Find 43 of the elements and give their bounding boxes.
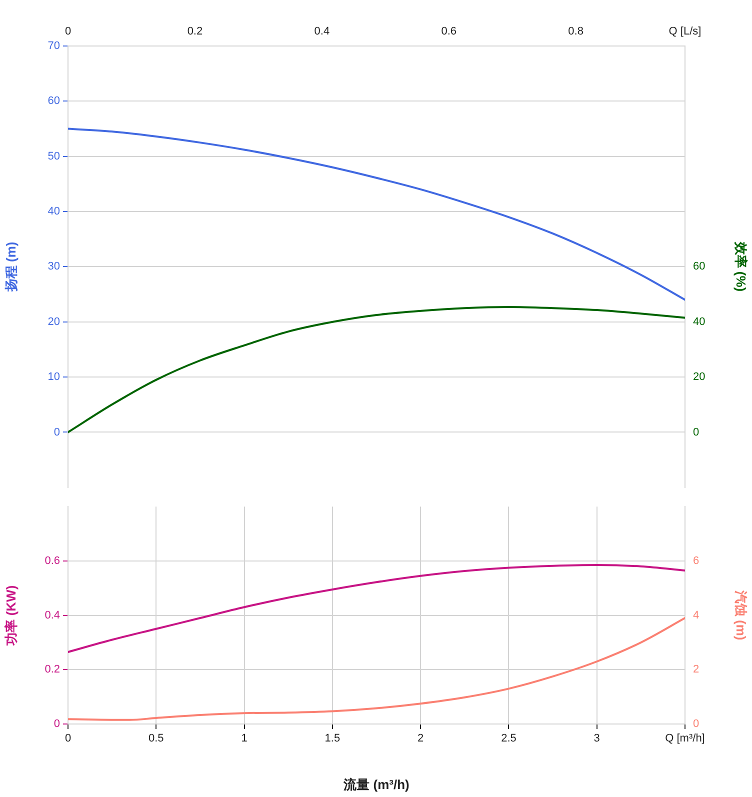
x-tick-label: 1: [241, 732, 248, 745]
x-tick-label: Q [m³/h]: [665, 732, 705, 745]
y-tick-label: 0.4: [44, 609, 60, 622]
x-tick-label: 2: [418, 732, 424, 745]
y-tick-label: 0: [54, 426, 60, 438]
y-tick-label: 0.6: [44, 554, 60, 567]
y-tick-label: 0: [54, 718, 60, 730]
y2-tick-label: 4: [693, 609, 700, 622]
x-tick-label: 0.5: [148, 732, 164, 745]
x-tick-label: 0.6: [441, 25, 457, 38]
y-tick-label: 60: [48, 95, 60, 108]
line-series: [68, 564, 685, 653]
y-tick-label: 50: [48, 150, 60, 162]
y-tick-label: 30: [48, 260, 60, 273]
x-tick-label: 0.8: [568, 25, 584, 38]
y-tick-label: 70: [48, 40, 60, 52]
line-series: [68, 617, 685, 721]
y2-tick-label: 2: [693, 664, 700, 676]
y2-tick-label: 0: [693, 426, 700, 438]
y2-tick-label: 0: [693, 718, 700, 730]
line-series: [68, 128, 685, 301]
y-axis-title: 扬程 (m): [3, 242, 18, 293]
y-axis-title: 功率 (KW): [3, 585, 18, 646]
x-axis-title: 流量 (m³/h): [342, 776, 410, 792]
y2-tick-label: 60: [693, 260, 706, 273]
x-tick-label: 3: [594, 732, 600, 745]
y2-axis-title: 效率 (%): [734, 240, 749, 292]
line-series: [68, 306, 685, 434]
x-tick-label: 1.5: [324, 732, 340, 745]
x-tick-label: 0.4: [314, 25, 330, 38]
y-tick-label: 20: [48, 316, 60, 328]
y2-tick-label: 6: [693, 554, 700, 567]
x-tick-label: 0: [64, 25, 72, 38]
y-tick-label: 40: [48, 206, 60, 218]
x-tick-label: Q [L/s]: [668, 25, 702, 38]
y-tick-label: 10: [48, 371, 60, 384]
x-tick-label: 0: [64, 732, 72, 745]
x-tick-label: 2.5: [501, 732, 516, 745]
y2-tick-label: 20: [693, 371, 706, 384]
y2-axis-title: 汽蚀 (m): [734, 589, 749, 640]
y2-tick-label: 40: [693, 316, 706, 328]
y-tick-label: 0.2: [44, 664, 60, 676]
x-tick-label: 0.2: [187, 25, 203, 38]
